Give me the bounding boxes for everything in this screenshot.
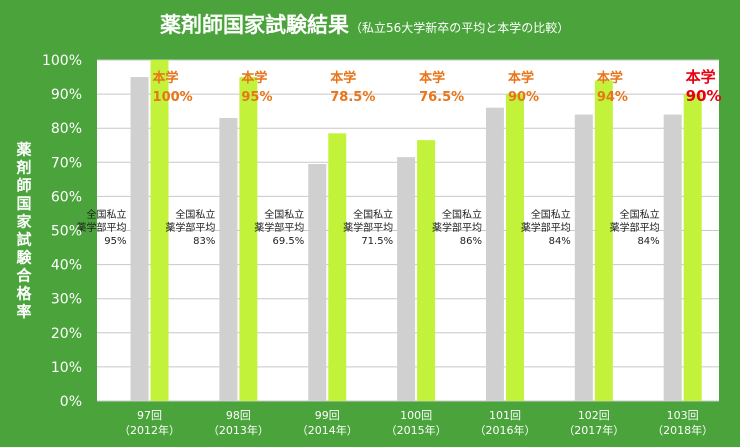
private-series-label: 全国私立 (531, 208, 571, 221)
x-tick-label: 103回 (667, 409, 699, 422)
bar-private-average (219, 117, 238, 401)
private-series-label: 薬学部平均 (521, 221, 571, 234)
y-axis-label: 薬剤師国家試験合格率 (15, 141, 32, 321)
y-axis-label-char: 剤 (15, 159, 31, 177)
chart-subtitle: （私立56大学新卒の平均と本学の比較） (350, 20, 569, 35)
y-axis-label-char: 験 (16, 249, 32, 267)
y-axis-label-char: 師 (16, 177, 31, 195)
y-tick-label: 40% (51, 258, 82, 274)
school-series-label: 本学 (153, 70, 179, 86)
private-value-label: 83% (193, 236, 215, 247)
x-tick-label-year: （2015年） (386, 423, 447, 437)
x-tick-label-year: （2018年） (652, 423, 713, 437)
bar-school (417, 140, 436, 401)
bar-school (328, 133, 347, 401)
private-value-label: 86% (460, 236, 482, 247)
x-tick-label: 100回 (400, 409, 432, 422)
y-axis-label-char: 国 (16, 195, 31, 213)
y-axis-label-char: 合 (15, 267, 32, 285)
x-tick-label-year: （2013年） (208, 423, 269, 437)
private-series-label: 薬学部平均 (254, 221, 304, 234)
school-value-label: 94% (597, 90, 628, 105)
y-tick-label: 60% (51, 189, 82, 205)
x-tick-label-year: （2016年） (474, 423, 535, 437)
school-value-label: 90% (686, 87, 722, 105)
bars (130, 60, 702, 402)
y-tick-label: 20% (51, 326, 82, 342)
bar-school (683, 94, 702, 401)
y-tick-label: 100% (42, 53, 82, 69)
private-series-label: 全国私立 (442, 208, 482, 221)
x-tick-label: 101回 (489, 409, 521, 422)
private-value-label: 84% (549, 236, 571, 247)
bar-school (239, 77, 258, 402)
y-axis-label-char: 率 (16, 303, 31, 321)
school-value-label: 76.5% (419, 90, 464, 105)
private-value-label: 69.5% (272, 236, 304, 247)
school-value-label: 78.5% (330, 90, 375, 105)
private-series-label: 全国私立 (620, 208, 660, 221)
y-axis-label-char: 試 (16, 231, 31, 249)
school-series-label: 本学 (508, 70, 534, 86)
y-tick-label: 80% (51, 121, 82, 137)
bar-school (594, 80, 613, 402)
private-value-label: 84% (637, 236, 659, 247)
y-tick-label: 10% (51, 360, 82, 376)
private-series-label: 全国私立 (175, 208, 215, 221)
y-tick-label: 90% (51, 87, 82, 103)
school-series-label: 本学 (241, 70, 267, 86)
x-tick-label: 102回 (578, 409, 610, 422)
y-axis-label-char: 家 (16, 213, 31, 231)
bar-private-average (574, 114, 593, 401)
school-value-label: 100% (153, 90, 193, 105)
private-value-label: 95% (104, 236, 126, 247)
private-series-label: 全国私立 (264, 208, 304, 221)
bar-private-average (397, 157, 416, 401)
private-value-label: 71.5% (361, 236, 393, 247)
y-axis-label-char: 薬 (15, 141, 31, 159)
school-value-label: 95% (241, 90, 272, 105)
y-tick-label: 30% (51, 292, 82, 308)
school-series-label: 本学 (330, 70, 356, 86)
x-tick-label-year: （2012年） (119, 423, 180, 437)
private-series-label: 全国私立 (353, 208, 393, 221)
bar-school (505, 94, 524, 401)
y-tick-label: 0% (60, 394, 82, 410)
private-series-label: 薬学部平均 (610, 221, 660, 234)
x-tick-label: 98回 (226, 409, 251, 422)
x-tick-label: 99回 (315, 409, 340, 422)
y-axis-label-char: 格 (16, 285, 32, 303)
private-series-label: 薬学部平均 (343, 221, 393, 234)
x-tick-label: 97回 (137, 409, 162, 422)
y-tick-label: 50% (51, 224, 82, 240)
bar-private-average (308, 164, 327, 401)
bar-school (150, 60, 169, 401)
private-series-label: 薬学部平均 (77, 221, 127, 234)
private-series-label: 薬学部平均 (432, 221, 482, 234)
private-series-label: 薬学部平均 (165, 221, 215, 234)
bar-private-average (130, 77, 149, 402)
y-tick-label: 70% (51, 155, 82, 171)
school-series-label: 本学 (597, 70, 623, 86)
school-series-label: 本学 (686, 68, 716, 86)
x-tick-label-year: （2017年） (563, 423, 624, 437)
bar-private-average (485, 107, 504, 402)
axes: 0%10%20%30%40%50%60%70%80%90%100%97回（201… (42, 53, 713, 437)
x-tick-label-year: （2014年） (297, 423, 358, 437)
bar-private-average (663, 114, 682, 401)
school-value-label: 90% (508, 90, 539, 105)
chart-title: 薬剤師国家試験結果 (160, 13, 349, 37)
private-series-label: 全国私立 (87, 208, 127, 221)
data-labels: 全国私立薬学部平均95%本学100%全国私立薬学部平均83%本学95%全国私立薬… (77, 68, 722, 247)
school-series-label: 本学 (419, 70, 445, 86)
